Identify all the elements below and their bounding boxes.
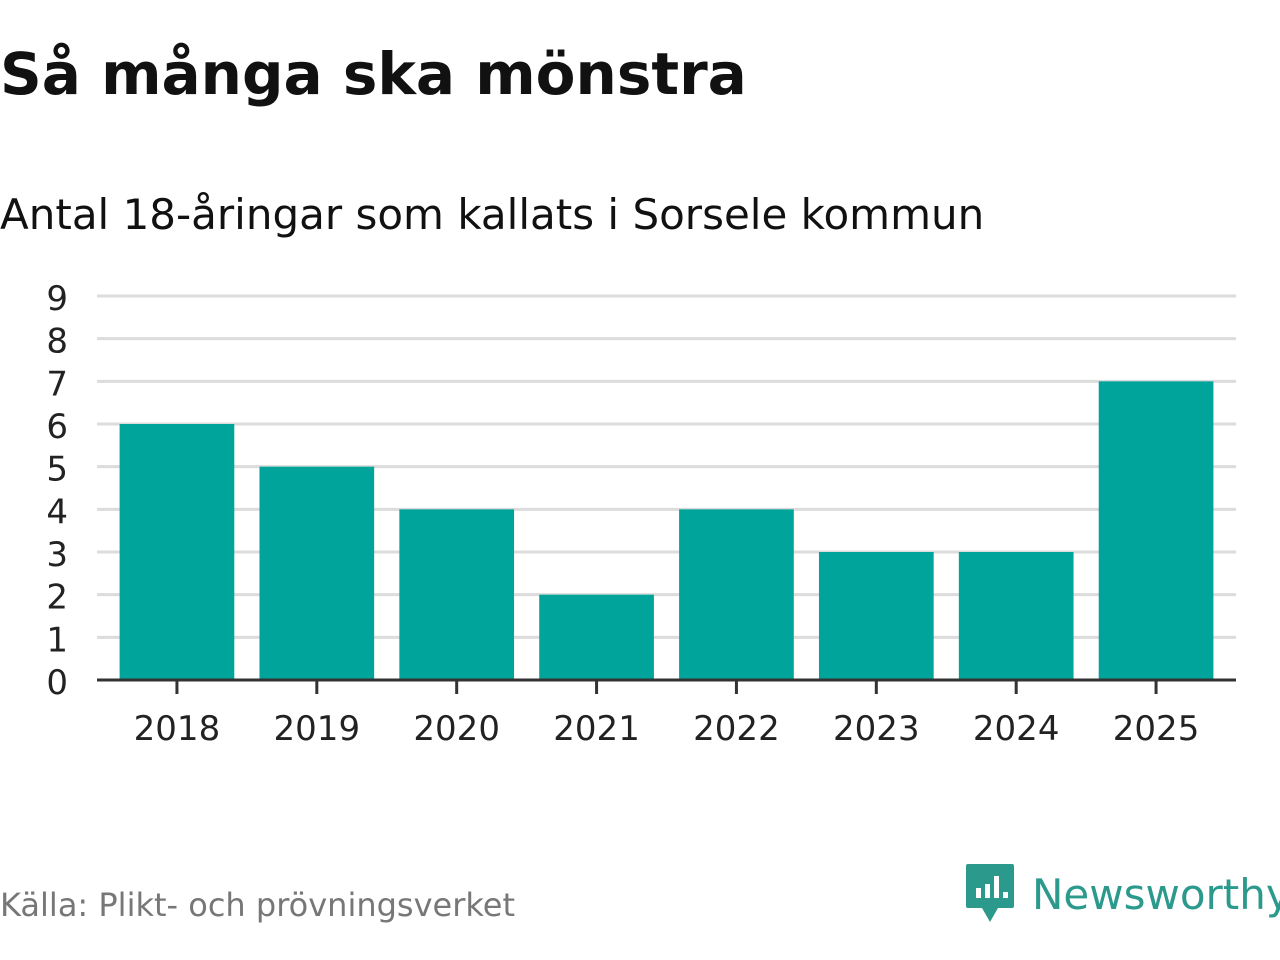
y-tick-label-2: 2	[46, 578, 68, 618]
x-tick-label-2018: 2018	[134, 709, 221, 749]
x-tick-label-2023: 2023	[833, 709, 920, 749]
y-tick-label-8: 8	[46, 322, 68, 362]
x-tick-label-2019: 2019	[274, 709, 361, 749]
bar-2025	[1098, 381, 1214, 680]
x-tick-label-2022: 2022	[693, 709, 780, 749]
bar-2024	[958, 552, 1074, 680]
y-tick-label-9: 9	[46, 279, 68, 319]
source-note: Källa: Plikt- och prövningsverket	[0, 886, 515, 924]
newsworthy-logo-icon	[966, 864, 1014, 922]
bar-2019	[259, 466, 375, 680]
x-tick-label-2020: 2020	[413, 709, 500, 749]
x-tick-label-2021: 2021	[553, 709, 640, 749]
bar-2022	[679, 509, 794, 680]
bar-2020	[399, 509, 515, 680]
y-tick-label-0: 0	[46, 663, 68, 703]
y-tick-label-3: 3	[46, 535, 68, 575]
bar-2023	[818, 552, 934, 680]
y-tick-label-5: 5	[46, 450, 68, 490]
y-tick-label-6: 6	[46, 407, 68, 447]
brand-name: Newsworthy	[1032, 869, 1280, 919]
y-tick-label-7: 7	[46, 364, 68, 404]
chart-subtitle: Antal 18-åringar som kallats i Sorsele k…	[0, 190, 985, 239]
bar-2021	[539, 594, 654, 680]
x-tick-label-2025: 2025	[1113, 709, 1200, 749]
y-tick-label-1: 1	[46, 620, 68, 660]
y-tick-label-4: 4	[46, 492, 68, 532]
x-tick-label-2024: 2024	[973, 709, 1060, 749]
chart-title: Så många ska mönstra	[0, 40, 747, 108]
brand-logo: Newsworthy	[964, 862, 1280, 926]
bar-2018	[119, 424, 235, 680]
